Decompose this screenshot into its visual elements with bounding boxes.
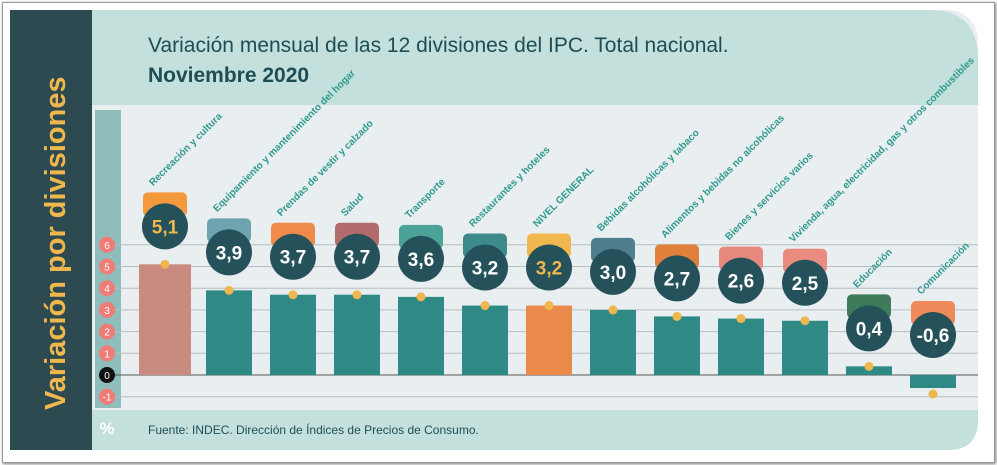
data-label: 3,0 xyxy=(600,263,626,284)
title-line2: Noviembre 2020 xyxy=(148,64,309,87)
value-dot xyxy=(224,285,234,295)
value-dot xyxy=(544,301,554,311)
y-tick-label: 4 xyxy=(104,284,110,295)
data-label: 2,7 xyxy=(664,269,690,290)
value-dot xyxy=(928,389,938,399)
y-tick-label: 5 xyxy=(104,263,110,274)
data-label: 5,1 xyxy=(152,217,179,238)
data-label: 3,7 xyxy=(344,248,370,269)
sidebar xyxy=(10,10,92,450)
value-dot xyxy=(288,290,298,300)
value-bubble xyxy=(142,203,188,250)
data-label: 3,6 xyxy=(408,250,434,271)
data-label: 2,6 xyxy=(728,272,754,293)
bar xyxy=(139,264,191,375)
value-dot xyxy=(352,290,362,300)
value-bubble xyxy=(526,244,572,291)
data-label: 3,9 xyxy=(216,243,242,264)
y-tick-badge xyxy=(99,280,115,297)
data-label: -0,6 xyxy=(917,326,950,347)
bar xyxy=(654,316,700,375)
bar xyxy=(910,375,956,389)
data-label: 3,7 xyxy=(280,248,306,269)
value-bubble xyxy=(206,229,252,276)
y-tick-label: 6 xyxy=(104,241,110,252)
y-tick-label: 0 xyxy=(104,371,110,382)
bar xyxy=(526,305,572,375)
y-tick-label: 3 xyxy=(104,306,110,317)
y-tick-label: 1 xyxy=(104,349,110,360)
y-tick-badge xyxy=(99,258,115,275)
source-note: Fuente: INDEC. Dirección de Índices de P… xyxy=(148,422,479,437)
value-dot xyxy=(864,361,874,371)
bar xyxy=(782,320,828,375)
bar xyxy=(270,294,316,375)
value-bubble xyxy=(590,248,636,295)
value-dot xyxy=(800,316,810,326)
value-bubble xyxy=(462,244,508,291)
title-band xyxy=(92,10,978,105)
value-bubble xyxy=(782,259,828,306)
unit-label: % xyxy=(99,419,114,438)
bar xyxy=(462,305,508,375)
value-dot xyxy=(416,292,426,302)
value-dot xyxy=(480,301,490,311)
value-bubble xyxy=(718,257,764,304)
value-dot xyxy=(160,259,170,269)
value-dot xyxy=(608,305,618,315)
value-bubble xyxy=(334,233,380,280)
value-bubble xyxy=(846,305,892,352)
bar xyxy=(590,309,636,375)
data-label: 3,2 xyxy=(536,259,562,280)
y-tick-badge xyxy=(99,236,115,253)
bar xyxy=(206,290,252,375)
value-dot xyxy=(672,311,682,321)
side-title: Variación por divisiones xyxy=(40,76,72,410)
footer-band xyxy=(92,410,978,450)
y-tick-label: -1 xyxy=(103,393,112,404)
y-tick-label: 2 xyxy=(104,328,110,339)
y-tick-badge xyxy=(99,345,115,362)
value-bubble xyxy=(654,255,700,302)
y-tick-badge xyxy=(99,367,115,383)
data-label: 2,5 xyxy=(792,274,819,295)
bar xyxy=(718,318,764,375)
value-bubble xyxy=(270,233,316,280)
title-line1: Variación mensual de las 12 divisiones d… xyxy=(148,34,729,57)
data-label: 3,2 xyxy=(472,259,498,280)
value-dot xyxy=(736,314,746,324)
bar xyxy=(398,296,444,375)
y-tick-badge xyxy=(99,323,115,340)
y-tick-badge xyxy=(99,388,115,405)
value-bubble xyxy=(910,312,956,358)
y-tick-badge xyxy=(99,301,115,318)
data-label: 0,4 xyxy=(856,319,883,340)
value-bubble xyxy=(398,235,444,282)
bar xyxy=(334,294,380,375)
